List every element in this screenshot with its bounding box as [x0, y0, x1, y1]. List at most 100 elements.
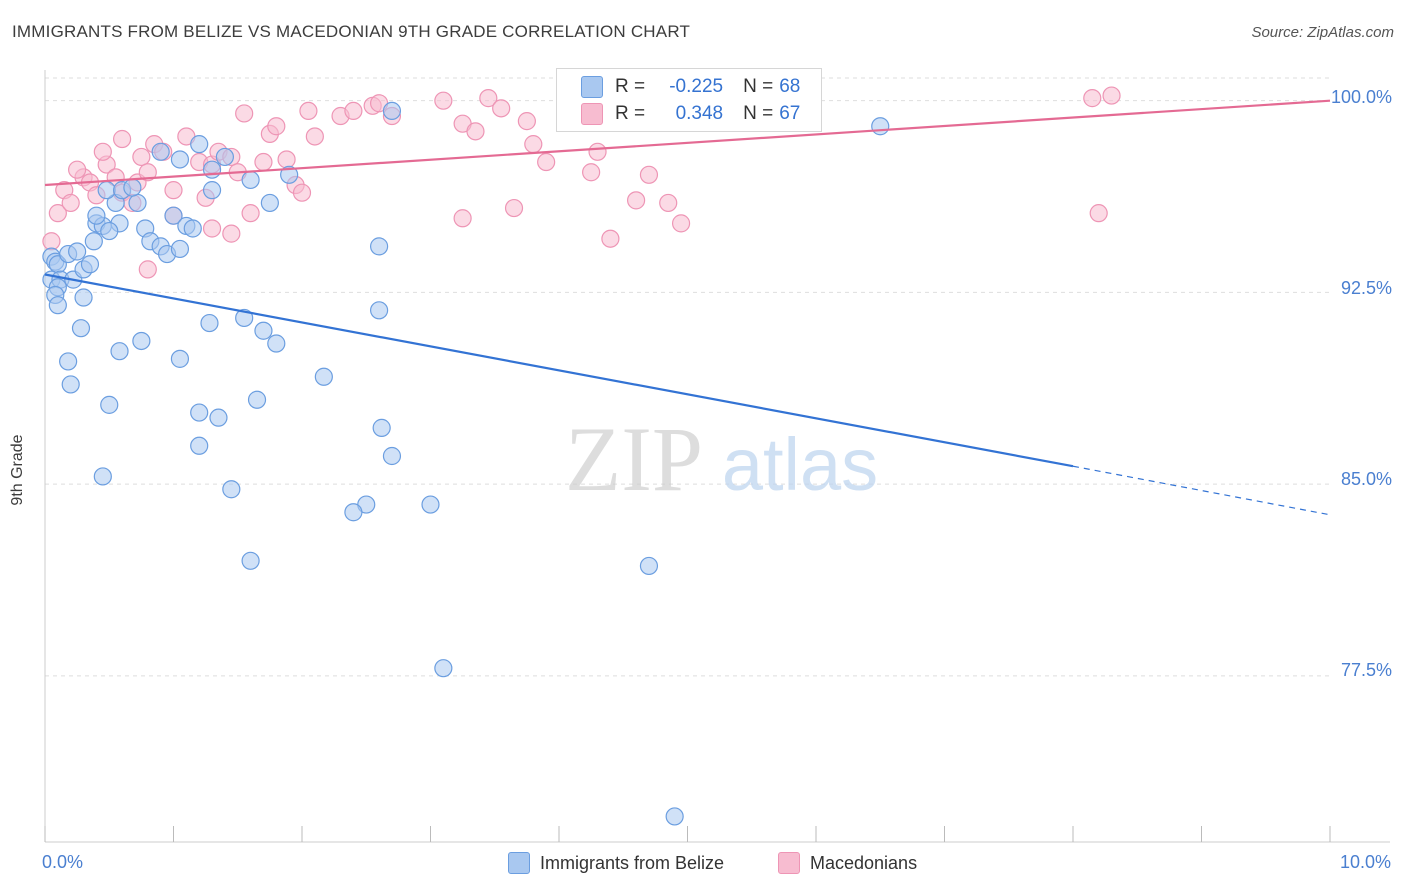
macedonians-point	[453, 209, 472, 228]
macedonians-point	[344, 101, 363, 121]
belize-point	[74, 288, 93, 307]
macedonians-point	[517, 112, 536, 131]
chart-source: Source: ZipAtlas.com	[1251, 24, 1394, 41]
legend-label: Immigrants from Belize	[540, 852, 725, 873]
belize-point	[215, 147, 234, 167]
legend-item-belize[interactable]: Immigrants from Belize	[508, 852, 724, 874]
macedonians-point	[93, 142, 112, 161]
macedonians-point	[479, 89, 498, 108]
belize-point	[123, 178, 142, 197]
belize-point	[209, 408, 228, 427]
macedonians-point	[112, 129, 132, 149]
macedonians-point	[132, 147, 151, 167]
belize-point	[190, 436, 209, 455]
macedonians-point	[61, 193, 80, 213]
macedonians-point	[305, 127, 324, 146]
belize-point	[48, 296, 67, 315]
y-tick-label: 92.5%	[1340, 278, 1392, 298]
n-value: 67	[779, 103, 801, 124]
macedonians-point	[222, 224, 241, 243]
belize-points	[42, 101, 890, 826]
belize-point	[170, 150, 190, 169]
belize-point	[280, 165, 299, 184]
x-tick-label: 10.0%	[1340, 852, 1392, 872]
r-label: R =	[615, 76, 646, 97]
belize-point	[61, 375, 80, 394]
belize-point	[190, 403, 209, 422]
macedonians-points	[42, 86, 1121, 279]
chart-title: IMMIGRANTS FROM BELIZE VS MACEDONIAN 9TH…	[12, 22, 691, 41]
macedonians-point	[524, 135, 543, 154]
watermark-zip: ZIP	[565, 408, 703, 510]
macedonians-point	[267, 117, 286, 136]
belize-point	[80, 255, 100, 274]
n-label: N =	[743, 103, 774, 124]
macedonians-point	[299, 101, 318, 121]
belize-point	[247, 390, 267, 409]
pink-swatch-icon	[778, 852, 800, 874]
axes	[44, 70, 1390, 843]
trend-lines	[44, 99, 1331, 516]
belize-trend-line	[44, 273, 1074, 468]
belize-point	[200, 313, 219, 333]
belize-point	[97, 181, 116, 200]
macedonians-point	[254, 152, 273, 172]
r-value: -0.225	[669, 76, 724, 97]
blue-swatch-icon	[508, 852, 530, 874]
legend-label: Macedonians	[810, 852, 918, 873]
macedonians-point	[1102, 86, 1121, 105]
belize-point	[164, 206, 183, 225]
belize-point	[267, 334, 286, 353]
belize-point	[100, 395, 119, 414]
y-tick-label: 85.0%	[1340, 469, 1392, 489]
macedonians-point	[277, 150, 296, 169]
macedonians-point	[626, 191, 646, 210]
belize-point	[170, 349, 190, 368]
belize-point	[71, 319, 91, 338]
belize-point	[183, 219, 202, 238]
belize-point	[151, 142, 170, 161]
macedonians-point	[504, 198, 524, 218]
belize-point	[100, 221, 119, 241]
belize-point	[871, 117, 890, 136]
macedonians-point	[241, 204, 260, 223]
pink-swatch-icon	[581, 103, 603, 125]
belize-trend-extension	[1072, 465, 1331, 516]
belize-point	[421, 495, 440, 514]
belize-point	[241, 551, 260, 570]
belize-point	[241, 170, 260, 190]
belize-point	[93, 467, 112, 486]
belize-point	[344, 503, 363, 522]
macedonians-point	[492, 99, 511, 118]
n-label: N =	[743, 76, 774, 97]
macedonians-point	[588, 142, 607, 161]
macedonians-point	[235, 104, 254, 123]
r-label: R =	[615, 103, 646, 124]
macedonians-point	[202, 219, 222, 238]
belize-point	[128, 193, 147, 213]
macedonians-trend-line	[44, 99, 1331, 187]
watermark: ZIP atlas	[565, 408, 878, 510]
belize-point	[84, 232, 103, 251]
stats-legend: R = -0.225 N = 68 R = 0.348 N = 67	[556, 68, 822, 132]
macedonians-point	[466, 122, 485, 141]
macedonians-point	[48, 204, 67, 223]
macedonians-point	[138, 260, 157, 279]
belize-point	[170, 239, 190, 259]
belize-point	[382, 446, 402, 466]
macedonians-point	[68, 160, 87, 179]
belize-point	[235, 308, 254, 328]
belize-point	[314, 367, 333, 386]
belize-point	[202, 181, 222, 200]
legend-item-macedonians[interactable]: Macedonians	[778, 852, 917, 874]
macedonians-point	[1089, 204, 1108, 223]
belize-point	[260, 193, 279, 213]
legend-row-macedonians: R = 0.348 N = 67	[581, 102, 800, 126]
macedonians-point	[671, 214, 691, 233]
macedonians-point	[292, 183, 312, 202]
n-value: 68	[779, 76, 801, 97]
belize-point	[370, 301, 389, 320]
macedonians-point	[42, 232, 61, 251]
belize-point	[382, 101, 402, 121]
